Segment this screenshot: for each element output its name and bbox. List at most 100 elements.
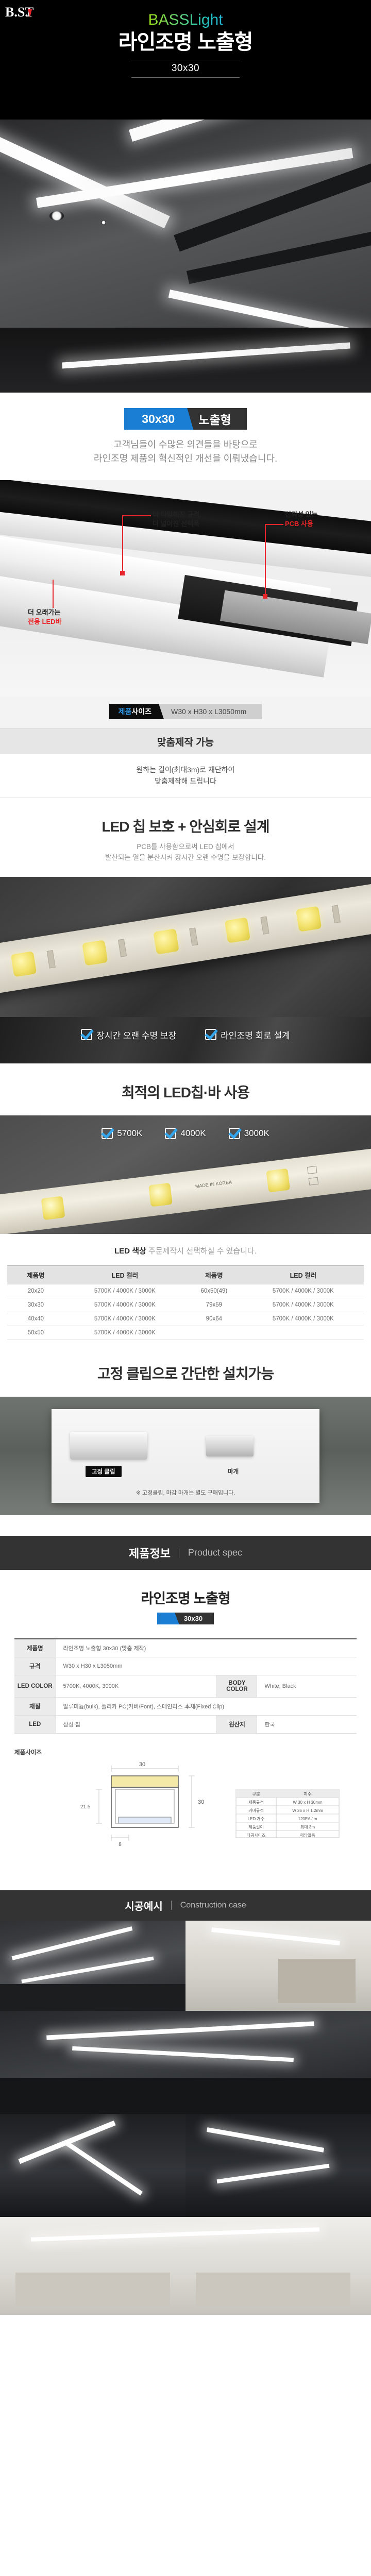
info-value-material: 알루미늄(bulk), 폴리카 PC(커버/Font), 스테인리스 本체(Fi… xyxy=(63,1703,225,1710)
table-row: 규격 W30 x H30 x L3050mm xyxy=(14,1657,357,1675)
dim-bottom-width-label: 8 xyxy=(119,1842,122,1848)
cap-label: 마개 xyxy=(228,1468,239,1475)
case-desk-2 xyxy=(196,2272,350,2306)
cell-color-1: 5700K / 4000K / 3000K xyxy=(64,1312,185,1326)
cell-color-1: 5700K / 4000K / 3000K xyxy=(64,1326,185,1340)
cell-product-2 xyxy=(185,1326,243,1340)
led-pad-5 xyxy=(331,905,341,923)
col-product-name-1: 제품명 xyxy=(7,1265,64,1284)
custom-make-heading: 맞춤제작 가능 xyxy=(0,728,371,755)
info-value-product-name: 라인조명 노출형 30x30 (맞춤 제작) xyxy=(63,1645,146,1652)
led-chip-heading: 최적의 LED칩·바 사용 xyxy=(121,1084,250,1100)
callout-3-line1: 더 오래가는 xyxy=(28,608,61,616)
led-strip-photo xyxy=(0,876,371,1017)
led-chip-a xyxy=(41,1196,65,1221)
table-row: 40x40 5700K / 4000K / 3000K 90x64 5700K … xyxy=(7,1312,364,1326)
bst-logo: B.S. T xyxy=(5,4,35,22)
product-info-table: 제품명 라인조명 노출형 30x30 (맞춤 제작) 규격 W30 x H30 … xyxy=(14,1638,357,1734)
info-value-body-color: White, Black xyxy=(264,1683,296,1689)
callout-1-line1: 더 다양해진 규격, xyxy=(153,511,201,518)
case-light-line xyxy=(72,2046,294,2062)
product-size-strip-section: 제품 사이즈 W30 x H30 x L3050mm xyxy=(0,697,371,728)
callout-2-dot xyxy=(263,594,267,599)
led-chip-b xyxy=(148,1182,173,1207)
cell-product-2: 60x50(49) xyxy=(185,1284,243,1298)
led-color-note-section: LED 색상 주문제작시 선택하실 수 있습니다. xyxy=(0,1233,371,1265)
dim-top-width-label: 30 xyxy=(139,1761,145,1768)
callout-1-text: 더 다양해진 규격, 더 넓어진 선택폭 xyxy=(153,510,201,528)
check-item-circuit: 라인조명 회로 설계 xyxy=(205,1028,290,1041)
product-info-wrap: 제품명 라인조명 노출형 30x30 (맞춤 제작) 규격 W30 x H30 … xyxy=(0,1638,371,1739)
light-line-2 xyxy=(129,120,371,142)
custom-make-line1: 원하는 길이(최대3m)로 재단하여 xyxy=(136,766,235,774)
svg-text:B.S.: B.S. xyxy=(5,5,28,20)
callout-3-text: 더 오래가는 전용 LED바 xyxy=(28,608,62,626)
case-desk-1 xyxy=(15,2272,170,2306)
led-protect-sub: PCB를 사용함으로써 LED 칩에서 발산되는 열을 분산시켜 장시간 오랜 … xyxy=(0,836,371,877)
intro-lead-line1: 고객님들이 수많은 의견들을 바탕으로 xyxy=(113,439,258,450)
product-badge-wrap: 30x30 xyxy=(0,1612,371,1638)
note-value-2: 120EA / m xyxy=(298,1817,317,1821)
led-pcb-strip xyxy=(0,880,371,995)
case-photo-6 xyxy=(0,2216,371,2315)
color-temp-check-row: 5700K 4000K 3000K xyxy=(0,1127,371,1139)
cell-product-1: 50x50 xyxy=(7,1326,64,1340)
led-color-note-rest: 주문제작시 선택하실 수 있습니다. xyxy=(146,1246,257,1256)
info-label-size: 규격 xyxy=(14,1657,56,1675)
info-label-product-name: 제품명 xyxy=(14,1638,56,1657)
case-floor xyxy=(0,1984,185,2011)
case-light-line xyxy=(31,2227,319,2242)
callout-2-line1: 신뢰성 있는 xyxy=(285,511,318,518)
callout-spec-variety: 더 다양해진 규격, 더 넓어진 선택폭 xyxy=(120,510,201,575)
led-chip-3 xyxy=(153,928,179,955)
col-led-color-1: LED 컬러 xyxy=(64,1265,185,1284)
pcb-pad-minus xyxy=(308,1177,319,1185)
case-bar-divider xyxy=(171,1901,172,1910)
note-label-3: 제품길이 xyxy=(248,1824,263,1829)
dim-inner-height-label: 21.5 xyxy=(80,1804,91,1810)
info-value-led-color: 5700K, 4000K, 3000K xyxy=(63,1683,119,1689)
led-chip-2 xyxy=(82,940,108,966)
check-icon xyxy=(205,1029,217,1041)
custom-make-section: 맞춤제작 가능 원하는 길이(최대3m)로 재단하여 맞춤제작해 드립니다 xyxy=(0,728,371,798)
dimension-drawing: 30 30 21.5 8 xyxy=(14,1759,357,1878)
intro-section: 30x30 노출형 고객님들이 수많은 의견들을 바탕으로 라인조명 제품의 혁… xyxy=(0,393,371,480)
check-item-lifetime: 장시간 오랜 수명 보장 xyxy=(81,1028,176,1041)
size-strip-label-rest: 사이즈 xyxy=(131,707,152,716)
table-row: 제품명 라인조명 노출형 30x30 (맞춤 제작) xyxy=(14,1638,357,1657)
case-grid-1 xyxy=(0,1920,371,2011)
hero-subtitle-wrap: 30x30 xyxy=(131,60,240,78)
note-label-2: LED 개수 xyxy=(248,1816,265,1821)
note-value-1: W 26 x H 1.2mm xyxy=(292,1808,323,1813)
clip-install-section: 고정 클립으로 간단한 설치가능 xyxy=(0,1353,371,1397)
case-light-line xyxy=(216,2163,330,2184)
cell-product-2: 90x64 xyxy=(185,1312,243,1326)
light-line-1 xyxy=(0,123,170,229)
check-item-4000k: 4000K xyxy=(165,1127,206,1139)
case-light-line xyxy=(21,1956,154,1984)
check-label: 라인조명 회로 설계 xyxy=(221,1030,290,1041)
check-icon xyxy=(228,1127,240,1139)
check-label: 3000K xyxy=(244,1128,269,1138)
badge-blue-block xyxy=(157,1612,175,1624)
led-chip-c xyxy=(266,1168,291,1193)
dimension-title: 제품사이즈 xyxy=(14,1749,42,1756)
ceiling-dark-lower xyxy=(0,328,371,393)
hero-subtitle: 30x30 xyxy=(171,63,200,74)
led-protect-section: LED 칩 보호 + 안심회로 설계 PCB를 사용함으로써 LED 칩에서 발… xyxy=(0,797,371,877)
info-label-led-color: LED COLOR xyxy=(14,1675,56,1698)
size-strip-value: W30 x H30 x L3050mm xyxy=(159,704,262,719)
led-pad-3 xyxy=(189,927,198,946)
profile-callout-photo: 더 다양해진 규격, 더 넓어진 선택폭 신뢰성 있는 PCB 사용 더 오래가… xyxy=(0,480,371,697)
badge-type: 노출형 xyxy=(187,408,247,430)
clip-label: 고정 클립 xyxy=(86,1465,122,1477)
table-row: 재질 알루미늄(bulk), 폴리카 PC(커버/Font), 스테인리스 本체… xyxy=(14,1697,357,1716)
col-product-name-2: 제품명 xyxy=(185,1265,243,1284)
info-value-led: 삼성 칩 xyxy=(63,1721,80,1728)
info-value-size: W30 x H30 x L3050mm xyxy=(63,1663,123,1669)
note-value-4: 해당없음 xyxy=(300,1833,315,1838)
callout-3-lead-v xyxy=(53,580,54,608)
led-protect-checks-band: 장시간 오랜 수명 보장 라인조명 회로 설계 xyxy=(0,1016,371,1063)
hero-section: B.S. T BASSLight 라인조명 노출형 30x30 xyxy=(0,0,371,120)
clip-part-image xyxy=(70,1431,147,1460)
